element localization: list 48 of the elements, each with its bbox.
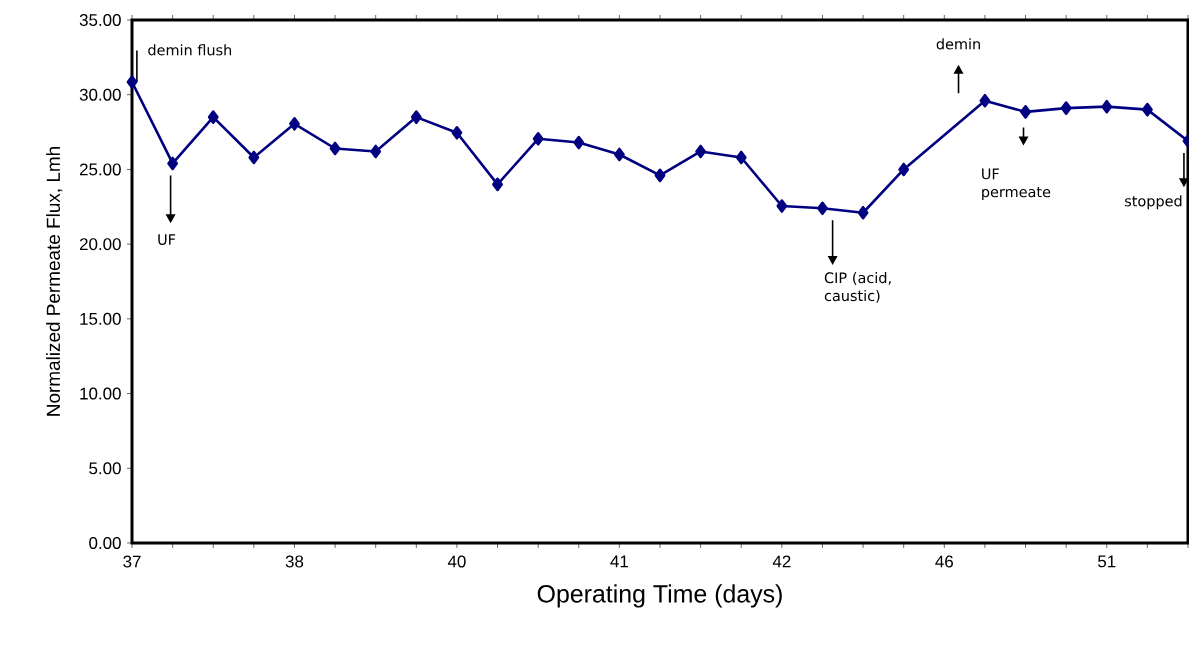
annotation: UF [158,234,176,246]
point [410,110,422,124]
y-tick-label: 20.00 [79,238,121,251]
y-tick-label: 15.00 [80,312,121,325]
point [289,117,300,131]
x-tick-label: 38 [285,555,304,568]
annotation: demin [936,38,980,50]
point [613,147,625,162]
y-tick-label: 5.00 [89,462,121,475]
point [126,75,138,89]
point [451,126,463,140]
point [1101,99,1113,114]
point [207,110,219,124]
point [329,141,341,156]
y-axis-title: Normalized Permeate Flux, Lmh [46,147,63,416]
point [898,162,910,177]
y-tick-label: 35.00 [79,13,121,26]
x-axis-title: Operating Time (days) [537,584,782,608]
point [857,205,869,220]
x-tick-label: 42 [772,555,791,568]
point [248,150,260,165]
x-tick-label: 37 [123,555,141,568]
point [573,135,585,150]
point [1060,101,1072,115]
y-tick-label: 30.00 [79,88,121,101]
x-tick-label: 46 [935,555,953,568]
annotation: UF permeate [982,168,1051,201]
point [1141,102,1153,117]
x-tick-label: 51 [1098,555,1116,568]
annotation: CIP (acid, caustic) [824,272,891,303]
point [167,156,179,171]
point [735,150,747,165]
annotation: demin flush [148,44,232,56]
point [979,93,991,108]
x-tick-label: 40 [447,555,466,568]
point [817,201,828,216]
point [776,199,788,213]
point [370,144,382,159]
annotation: stopped [1125,195,1182,210]
y-tick-label: 25.00 [79,163,121,176]
point [695,144,707,159]
point [654,168,666,183]
y-tick-label: 10.00 [80,387,121,400]
point [1020,105,1031,119]
point [492,177,503,192]
x-tick-label: 41 [610,555,628,568]
point [532,131,544,146]
y-tick-label: 0.00 [89,536,121,549]
